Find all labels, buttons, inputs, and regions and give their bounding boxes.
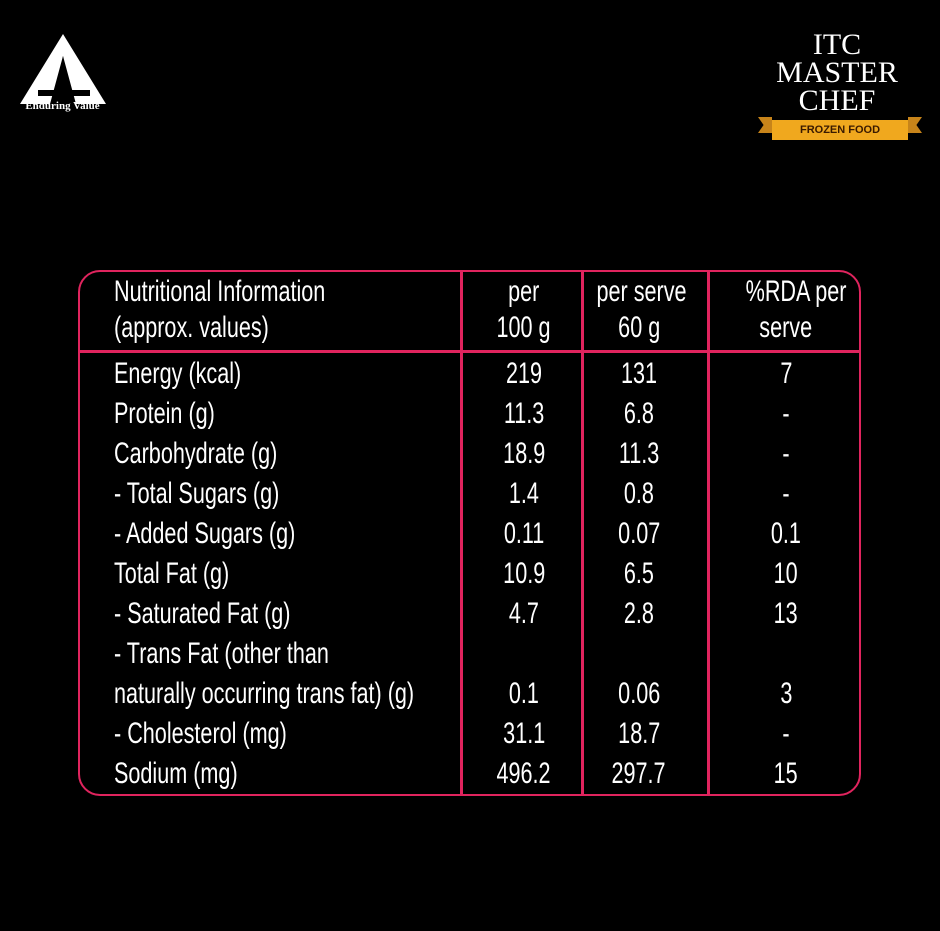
masterchef-logo: ITC MASTER CHEF FROZEN FOOD: [752, 30, 922, 145]
divider: [460, 272, 463, 794]
table-cell-rda: 7: [779, 357, 793, 390]
ribbon-right: [908, 117, 922, 133]
header-label: (approx. values): [114, 311, 269, 344]
table-cell-label: - Saturated Fat (g): [114, 597, 291, 630]
table-cell-label: Energy (kcal): [114, 357, 242, 390]
table-cell-label: Total Fat (g): [114, 557, 230, 590]
table-cell-per100: 0.11: [503, 517, 545, 550]
table-cell-perserve: 6.8: [623, 397, 655, 430]
header-rda: %RDA per: [745, 275, 847, 308]
header-perserve: per serve: [596, 275, 687, 308]
table-cell-per100: 18.9: [502, 437, 546, 470]
itc-tagline: Enduring Value: [25, 100, 100, 112]
table-cell-per100: 10.9: [502, 557, 546, 590]
logo-line1: ITC: [812, 28, 862, 61]
table-cell-label: - Added Sugars (g): [114, 517, 296, 550]
table-cell-perserve: 11.3: [618, 437, 660, 470]
table-cell-perserve: 131: [620, 357, 658, 390]
ribbon-text: FROZEN FOOD: [772, 120, 908, 140]
table-cell-per100: 496.2: [496, 757, 552, 790]
table-cell-label: - Cholesterol (mg): [114, 717, 287, 750]
table-cell-perserve: 0.07: [617, 517, 661, 550]
table-cell-rda: 15: [773, 757, 799, 790]
divider: [581, 272, 584, 794]
table-cell-per100: 4.7: [508, 597, 540, 630]
header-rda: serve: [759, 311, 813, 344]
table-cell-label: naturally occurring trans fat) (g): [114, 677, 415, 710]
table-cell-rda: -: [782, 477, 790, 510]
table-cell-label: Sodium (mg): [114, 757, 238, 790]
ribbon-left: [758, 117, 772, 133]
table-cell-rda: 13: [773, 597, 799, 630]
header-per100: per: [508, 275, 540, 308]
table-cell-label: Carbohydrate (g): [114, 437, 278, 470]
table-cell-per100: [464, 636, 584, 672]
nutrition-table: Nutritional Information (approx. values)…: [78, 270, 861, 796]
header-divider: [80, 350, 859, 353]
table-cell-label: - Total Sugars (g): [114, 477, 280, 510]
itc-logo-icon: [20, 34, 106, 104]
logo-line2: MASTER: [776, 56, 898, 89]
table-cell-perserve: 6.5: [623, 557, 655, 590]
table-cell-per100: 1.4: [508, 477, 540, 510]
logo-line3: CHEF: [798, 84, 876, 117]
table-cell-perserve: 0.8: [623, 477, 655, 510]
table-cell-rda: 10: [773, 557, 799, 590]
table-cell-rda: -: [782, 397, 790, 430]
table-cell-rda: -: [782, 717, 790, 750]
table-cell-perserve: 0.06: [617, 677, 661, 710]
table-cell-perserve: [579, 636, 699, 672]
divider: [707, 272, 710, 794]
header-perserve: 60 g: [617, 311, 661, 344]
header-label: Nutritional Information: [114, 275, 326, 308]
table-cell-rda: -: [782, 437, 790, 470]
table-cell-rda: 3: [779, 677, 793, 710]
table-cell-perserve: 297.7: [611, 757, 667, 790]
table-cell-per100: 219: [505, 357, 543, 390]
table-cell-per100: 0.1: [508, 677, 540, 710]
table-cell-perserve: 2.8: [623, 597, 655, 630]
table-cell-rda: 0.1: [770, 517, 802, 550]
table-cell-perserve: 18.7: [617, 717, 661, 750]
table-cell-label: Protein (g): [114, 397, 215, 430]
table-cell-label: - Trans Fat (other than: [114, 637, 329, 670]
table-cell-per100: 11.3: [503, 397, 545, 430]
table-cell-per100: 31.1: [502, 717, 546, 750]
header-per100: 100 g: [496, 311, 552, 344]
table-cell-rda: [726, 636, 846, 672]
